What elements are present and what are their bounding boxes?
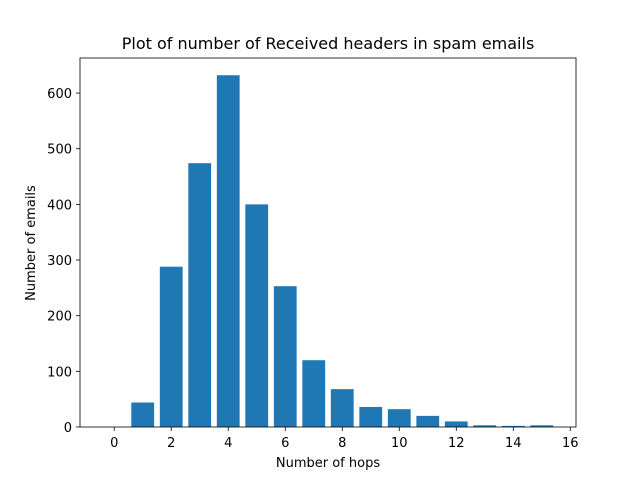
bar-hops-9 bbox=[359, 406, 383, 427]
bar-hops-13 bbox=[473, 425, 497, 427]
x-tick-label: 0 bbox=[110, 436, 118, 451]
bar-hops-7 bbox=[302, 360, 326, 427]
bar-hops-12 bbox=[444, 421, 468, 427]
x-tick-label: 10 bbox=[391, 436, 408, 451]
bar-hops-14 bbox=[501, 425, 525, 427]
x-tick-label: 2 bbox=[167, 436, 175, 451]
bar-hops-1 bbox=[131, 402, 155, 427]
y-tick-label: 100 bbox=[47, 365, 72, 380]
bars-group bbox=[131, 75, 554, 427]
x-tick-label: 14 bbox=[505, 436, 522, 451]
x-tick-label: 8 bbox=[338, 436, 346, 451]
x-axis-ticks: 0 2 4 6 8 10 12 14 16 bbox=[110, 427, 579, 451]
bar-hops-15 bbox=[530, 425, 554, 427]
x-tick-label: 16 bbox=[562, 436, 579, 451]
y-tick-label: 400 bbox=[47, 198, 72, 213]
bar-hops-6 bbox=[273, 286, 297, 427]
bar-hops-2 bbox=[159, 266, 183, 427]
bar-hops-8 bbox=[330, 389, 354, 427]
y-axis-ticks: 0 100 200 300 400 500 600 bbox=[47, 87, 80, 436]
bar-hops-11 bbox=[416, 415, 440, 427]
x-tick-label: 12 bbox=[448, 436, 465, 451]
bar-hops-4 bbox=[216, 75, 240, 427]
bar-hops-3 bbox=[188, 163, 212, 427]
y-tick-label: 500 bbox=[47, 143, 72, 158]
y-tick-label: 200 bbox=[47, 310, 72, 325]
x-axis-label: Number of hops bbox=[276, 456, 380, 471]
y-tick-label: 0 bbox=[64, 421, 72, 436]
x-tick-label: 4 bbox=[224, 436, 232, 451]
chart-title: Plot of number of Received headers in sp… bbox=[122, 34, 535, 53]
bar-hops-5 bbox=[245, 204, 269, 427]
bar-hops-10 bbox=[387, 409, 411, 427]
x-tick-label: 6 bbox=[281, 436, 289, 451]
y-tick-label: 600 bbox=[47, 87, 72, 102]
plot-frame bbox=[79, 57, 577, 428]
y-tick-label: 300 bbox=[47, 254, 72, 269]
y-axis-label: Number of emails bbox=[24, 185, 39, 301]
